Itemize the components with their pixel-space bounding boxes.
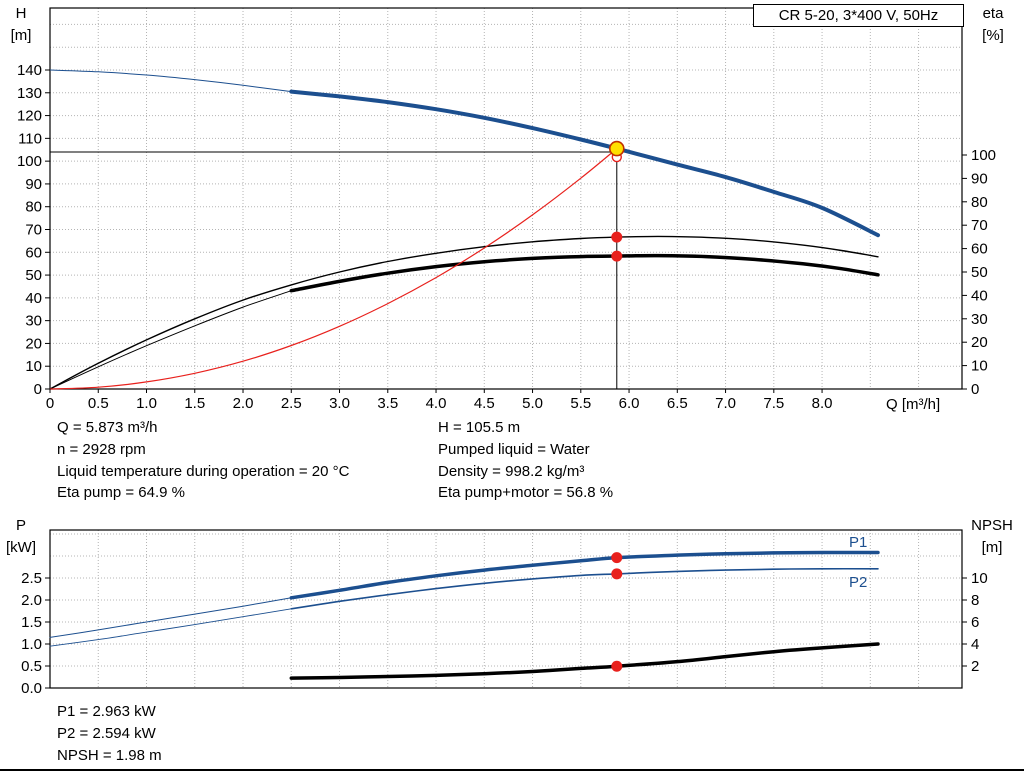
svg-text:50: 50 bbox=[25, 267, 42, 284]
svg-text:8: 8 bbox=[971, 592, 979, 609]
liquid-temperature-text: Liquid temperature during operation = 20… bbox=[57, 462, 350, 480]
svg-text:7.5: 7.5 bbox=[763, 395, 784, 412]
svg-text:120: 120 bbox=[17, 108, 42, 125]
operating-point-text-left: Q = 5.873 m³/h n = 2928 rpm Liquid tempe… bbox=[57, 417, 349, 504]
p1-curve-label: P1 bbox=[849, 534, 868, 551]
svg-text:40: 40 bbox=[971, 287, 988, 304]
svg-text:130: 130 bbox=[17, 85, 42, 102]
flow-value-text: Q = 5.873 m³/h bbox=[57, 419, 158, 436]
p2-curve-label: P2 bbox=[849, 574, 868, 591]
svg-text:0.0: 0.0 bbox=[21, 680, 42, 697]
svg-text:2: 2 bbox=[971, 658, 979, 675]
power-axis-symbol: P bbox=[15, 517, 26, 534]
svg-text:2.5: 2.5 bbox=[21, 570, 42, 587]
flow-axis-label: Q [m³/h] bbox=[886, 396, 941, 413]
npsh-axis-symbol: NPSH bbox=[971, 517, 1013, 534]
svg-text:1.5: 1.5 bbox=[21, 614, 42, 631]
svg-text:100: 100 bbox=[971, 147, 996, 164]
svg-text:100: 100 bbox=[17, 153, 42, 170]
svg-text:6: 6 bbox=[971, 614, 979, 631]
svg-text:8.0: 8.0 bbox=[812, 395, 833, 412]
eta-pump-text: Eta pump = 64.9 % bbox=[57, 484, 185, 502]
operating-point-text-right: H = 105.5 m Pumped liquid = Water Densit… bbox=[438, 417, 613, 504]
svg-text:1.0: 1.0 bbox=[21, 636, 42, 653]
svg-text:5.0: 5.0 bbox=[522, 395, 543, 412]
svg-text:4.5: 4.5 bbox=[474, 395, 495, 412]
density-text: Density = 998.2 kg/m³ bbox=[438, 462, 585, 480]
svg-text:60: 60 bbox=[971, 241, 988, 258]
svg-text:90: 90 bbox=[971, 170, 988, 187]
head-axis-unit: [m] bbox=[10, 27, 32, 44]
p2-value-text: P2 = 2.594 kW bbox=[57, 724, 156, 742]
eta-axis-symbol: eta bbox=[982, 5, 1004, 22]
npsh-value-text: NPSH = 1.98 m bbox=[57, 746, 162, 764]
power-axis-label: P [kW] bbox=[0, 515, 42, 559]
svg-text:0.5: 0.5 bbox=[21, 658, 42, 675]
svg-text:2.0: 2.0 bbox=[21, 592, 42, 609]
svg-text:2.0: 2.0 bbox=[233, 395, 254, 412]
svg-text:20: 20 bbox=[971, 334, 988, 351]
svg-text:3.0: 3.0 bbox=[329, 395, 350, 412]
svg-text:40: 40 bbox=[25, 290, 42, 307]
power-axis-unit: [kW] bbox=[6, 539, 36, 556]
svg-text:10: 10 bbox=[971, 358, 988, 375]
speed-value-text: n = 2928 rpm bbox=[57, 440, 146, 458]
svg-text:50: 50 bbox=[971, 264, 988, 281]
head-axis-symbol: H bbox=[15, 5, 27, 22]
svg-text:90: 90 bbox=[25, 176, 42, 193]
eta-axis-label: eta [%] bbox=[968, 3, 1018, 47]
svg-text:140: 140 bbox=[17, 62, 42, 79]
svg-text:6.0: 6.0 bbox=[619, 395, 640, 412]
svg-text:20: 20 bbox=[25, 335, 42, 352]
svg-text:3.5: 3.5 bbox=[377, 395, 398, 412]
head-axis-label: H [m] bbox=[0, 3, 42, 47]
eta-pump-motor-text: Eta pump+motor = 56.8 % bbox=[438, 484, 614, 502]
svg-text:0: 0 bbox=[34, 381, 42, 398]
svg-text:5.5: 5.5 bbox=[570, 395, 591, 412]
svg-text:80: 80 bbox=[25, 199, 42, 216]
svg-text:4: 4 bbox=[971, 636, 979, 653]
svg-text:0: 0 bbox=[46, 395, 54, 412]
pumped-liquid-text: Pumped liquid = Water bbox=[438, 440, 590, 458]
svg-text:30: 30 bbox=[971, 311, 988, 328]
eta-axis-unit: [%] bbox=[982, 27, 1004, 44]
svg-text:30: 30 bbox=[25, 313, 42, 330]
svg-text:1.5: 1.5 bbox=[184, 395, 205, 412]
power-npsh-text: P1 = 2.963 kW P2 = 2.594 kW NPSH = 1.98 … bbox=[57, 701, 162, 766]
svg-text:110: 110 bbox=[18, 130, 42, 147]
svg-text:6.5: 6.5 bbox=[667, 395, 688, 412]
svg-text:10: 10 bbox=[25, 358, 42, 375]
svg-text:4.0: 4.0 bbox=[426, 395, 447, 412]
svg-text:2.5: 2.5 bbox=[281, 395, 302, 412]
head-value-text: H = 105.5 m bbox=[438, 419, 521, 436]
page-bottom-divider bbox=[0, 769, 1024, 771]
npsh-axis-unit: [m] bbox=[981, 539, 1003, 556]
svg-text:0.5: 0.5 bbox=[88, 395, 109, 412]
svg-text:0: 0 bbox=[971, 381, 979, 398]
svg-text:70: 70 bbox=[25, 221, 42, 238]
npsh-axis-label: NPSH [m] bbox=[962, 515, 1022, 559]
svg-text:7.0: 7.0 bbox=[715, 395, 736, 412]
svg-text:10: 10 bbox=[971, 570, 988, 587]
svg-text:60: 60 bbox=[25, 244, 42, 261]
svg-text:80: 80 bbox=[971, 194, 988, 211]
pump-model-box: CR 5-20, 3*400 V, 50Hz bbox=[753, 4, 964, 27]
svg-text:1.0: 1.0 bbox=[136, 395, 157, 412]
svg-text:70: 70 bbox=[971, 217, 988, 234]
p1-value-text: P1 = 2.963 kW bbox=[57, 703, 156, 720]
